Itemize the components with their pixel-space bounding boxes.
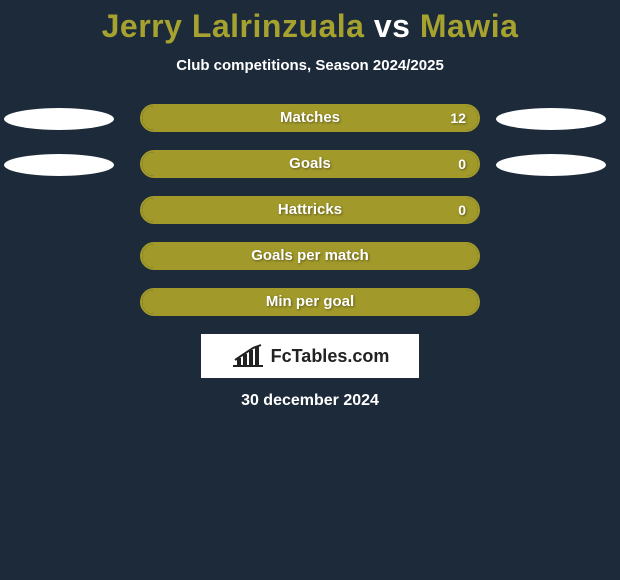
stat-bar: Hattricks0 [140, 196, 480, 224]
player2-name: Mawia [420, 8, 519, 44]
left-ellipse [4, 108, 114, 130]
stat-row: Hattricks0 [0, 196, 620, 224]
player1-name: Jerry Lalrinzuala [102, 8, 365, 44]
stat-bar: Goals0 [140, 150, 480, 178]
stat-rows: Matches12Goals0Hattricks0Goals per match… [0, 104, 620, 316]
right-ellipse [496, 108, 606, 130]
stat-row: Goals0 [0, 150, 620, 178]
brand-box: FcTables.com [201, 334, 419, 378]
stat-value: 12 [450, 106, 466, 130]
stat-bar: Goals per match [140, 242, 480, 270]
stat-label: Goals [142, 152, 478, 176]
right-ellipse [496, 154, 606, 176]
stat-label: Min per goal [142, 290, 478, 314]
stat-value: 0 [458, 198, 466, 222]
stat-label: Goals per match [142, 244, 478, 268]
date-text: 30 december 2024 [0, 392, 620, 410]
chart-icon [231, 344, 265, 368]
stat-label: Hattricks [142, 198, 478, 222]
left-ellipse [4, 154, 114, 176]
vs-connector: vs [374, 8, 411, 44]
brand-text: FcTables.com [271, 346, 390, 367]
comparison-title: Jerry Lalrinzuala vs Mawia [0, 0, 620, 45]
stat-bar: Min per goal [140, 288, 480, 316]
stat-label: Matches [142, 106, 478, 130]
stat-row: Matches12 [0, 104, 620, 132]
subtitle: Club competitions, Season 2024/2025 [0, 57, 620, 74]
stat-row: Min per goal [0, 288, 620, 316]
stat-row: Goals per match [0, 242, 620, 270]
stat-bar: Matches12 [140, 104, 480, 132]
stat-value: 0 [458, 152, 466, 176]
